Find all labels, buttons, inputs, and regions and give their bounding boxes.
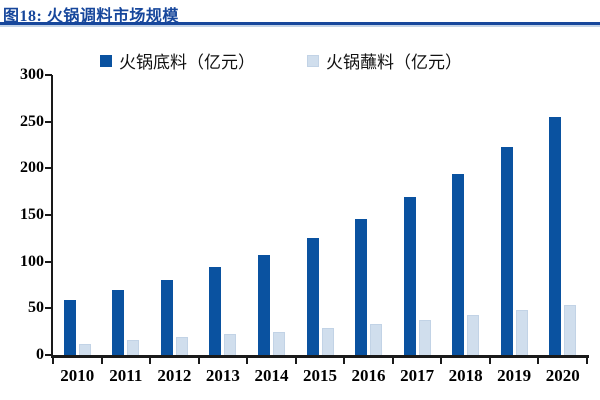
x-axis-tick-10 bbox=[537, 357, 540, 364]
bar-hotpot-base-2017 bbox=[403, 197, 416, 355]
x-axis-tick-0 bbox=[52, 357, 54, 364]
bar-hotpot-base-2011 bbox=[112, 290, 125, 355]
bar-hotpot-dip-2012 bbox=[175, 337, 188, 355]
bar-hotpot-dip-2016 bbox=[370, 324, 383, 355]
y-axis-line bbox=[51, 75, 53, 358]
bar-hotpot-dip-2014 bbox=[272, 332, 285, 355]
x-axis-label-2020: 2020 bbox=[545, 366, 580, 385]
legend-swatch-dark-icon bbox=[100, 54, 112, 67]
title-divider bbox=[0, 22, 600, 25]
x-axis-tick-3 bbox=[197, 357, 200, 364]
x-axis-tick-6 bbox=[343, 357, 346, 364]
y-axis-tick-100 bbox=[45, 260, 52, 263]
x-axis-tick-1 bbox=[100, 357, 103, 364]
y-axis-label-150: 150 bbox=[20, 206, 44, 223]
x-axis-label-2012: 2012 bbox=[157, 366, 192, 385]
bar-hotpot-base-2010 bbox=[63, 300, 76, 355]
y-axis-tick-200 bbox=[45, 167, 52, 170]
x-axis-label-2018: 2018 bbox=[448, 366, 483, 385]
x-axis-tick-11 bbox=[586, 357, 588, 364]
bar-hotpot-dip-2011 bbox=[127, 340, 140, 355]
x-axis-line bbox=[51, 355, 589, 358]
bar-hotpot-dip-2019 bbox=[515, 310, 528, 355]
bar-hotpot-base-2016 bbox=[355, 219, 368, 355]
x-axis-label-2014: 2014 bbox=[254, 366, 289, 385]
y-axis-tick-250 bbox=[45, 120, 52, 123]
legend-item-hotpot-base: 火锅底料（亿元） bbox=[100, 48, 255, 73]
title-divider-light bbox=[0, 25, 600, 27]
x-axis-tick-4 bbox=[246, 357, 249, 364]
figure-title: 图18: 火锅调料市场规模 bbox=[3, 8, 179, 25]
bar-hotpot-dip-2018 bbox=[467, 315, 480, 355]
x-axis-label-2016: 2016 bbox=[351, 366, 386, 385]
y-axis-label-100: 100 bbox=[20, 252, 44, 270]
chart-legend: 火锅底料（亿元） 火锅蘸料（亿元） bbox=[100, 48, 462, 73]
y-axis-label-200: 200 bbox=[20, 159, 44, 177]
y-axis-tick-0 bbox=[45, 354, 52, 356]
x-axis-tick-5 bbox=[294, 357, 297, 364]
legend-label-hotpot-dip: 火锅蘸料（亿元） bbox=[326, 53, 462, 72]
bar-hotpot-base-2013 bbox=[209, 267, 222, 355]
x-axis-tick-2 bbox=[149, 357, 152, 364]
bar-hotpot-dip-2017 bbox=[418, 320, 431, 355]
legend-swatch-light-icon bbox=[307, 54, 319, 67]
x-axis-tick-7 bbox=[391, 357, 394, 364]
x-axis-tick-9 bbox=[488, 357, 491, 364]
bar-hotpot-base-2014 bbox=[257, 255, 270, 355]
bar-hotpot-dip-2020 bbox=[564, 305, 577, 355]
x-axis-label-2017: 2017 bbox=[400, 366, 435, 385]
bar-hotpot-dip-2013 bbox=[224, 334, 237, 355]
x-axis-label-2015: 2015 bbox=[303, 366, 337, 385]
y-axis-label-50: 50 bbox=[28, 299, 44, 317]
bar-hotpot-dip-2015 bbox=[321, 328, 334, 355]
bar-hotpot-base-2015 bbox=[306, 238, 319, 355]
bar-hotpot-base-2018 bbox=[452, 174, 465, 355]
x-axis-label-2011: 2011 bbox=[109, 366, 143, 385]
legend-label-hotpot-base: 火锅底料（亿元） bbox=[119, 53, 255, 72]
x-axis-label-2010: 2010 bbox=[60, 366, 95, 385]
x-axis-label-2019: 2019 bbox=[497, 366, 532, 385]
y-axis-label-250: 250 bbox=[20, 112, 44, 130]
bar-hotpot-base-2020 bbox=[549, 117, 562, 355]
y-axis-label-300: 300 bbox=[20, 66, 44, 83]
y-axis-tick-300 bbox=[45, 74, 52, 76]
bar-hotpot-base-2012 bbox=[160, 280, 173, 355]
y-axis-label-0: 0 bbox=[36, 346, 44, 363]
bar-hotpot-base-2019 bbox=[500, 147, 513, 355]
legend-item-hotpot-dip: 火锅蘸料（亿元） bbox=[307, 48, 462, 73]
plot-area bbox=[53, 75, 587, 355]
x-axis-tick-8 bbox=[440, 357, 443, 364]
x-axis-label-2013: 2013 bbox=[205, 366, 240, 385]
bar-hotpot-dip-2010 bbox=[78, 344, 91, 355]
y-axis-tick-150 bbox=[45, 214, 52, 216]
y-axis-tick-50 bbox=[45, 307, 52, 310]
